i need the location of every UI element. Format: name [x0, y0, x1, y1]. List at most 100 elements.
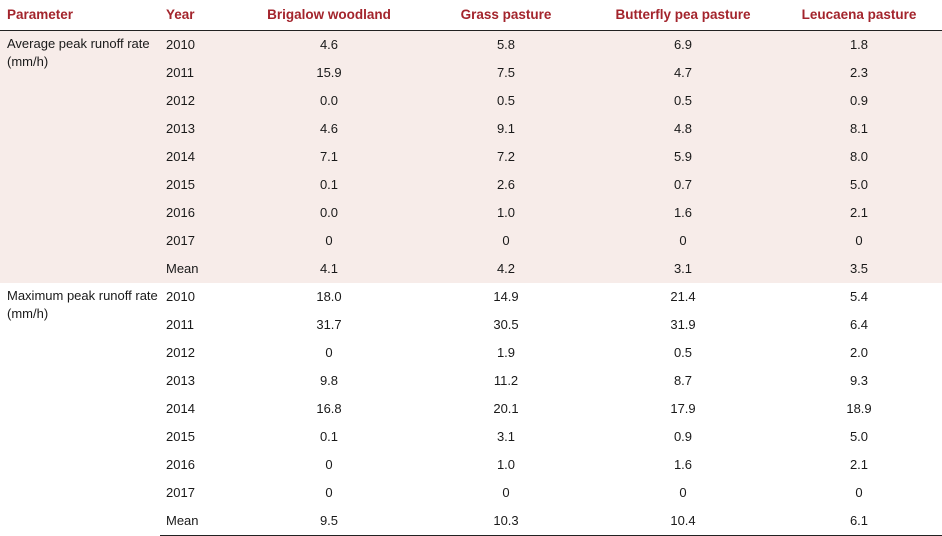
header-parameter: Parameter	[0, 0, 160, 31]
leucaena-pasture-cell: 2.1	[776, 198, 942, 227]
butterfly-pea-pasture-cell: 17.9	[670, 401, 696, 416]
year-cell: 2015	[166, 429, 195, 444]
butterfly-pea-pasture-cell: 0	[679, 485, 687, 500]
leucaena-pasture-cell: 9.3	[849, 373, 869, 388]
parameter-label: Maximum peak runoff rate (mm/h)	[7, 287, 158, 321]
header-year: Year	[160, 0, 236, 31]
brigalow-woodland-cell: 7.1	[236, 142, 422, 171]
brigalow-woodland-cell: 0	[325, 485, 333, 500]
leucaena-pasture-cell: 2.0	[849, 345, 869, 360]
butterfly-pea-pasture-cell: 31.9	[670, 317, 696, 332]
brigalow-woodland-cell: 31.7	[316, 317, 342, 332]
butterfly-pea-pasture-cell: 1.6	[590, 198, 776, 227]
brigalow-woodland-cell: 18.0	[316, 289, 342, 304]
grass-pasture-cell: 1.9	[496, 345, 516, 360]
grass-pasture-cell: 30.5	[493, 317, 519, 332]
grass-pasture-cell: 7.2	[422, 142, 590, 171]
year-cell: Mean	[160, 254, 236, 283]
grass-pasture-cell: 3.1	[496, 429, 516, 444]
leucaena-pasture-cell: 1.8	[776, 30, 942, 59]
year-cell: 2013	[166, 373, 195, 388]
year-cell: 2012	[160, 86, 236, 115]
header-brigalow-woodland: Brigalow woodland	[236, 0, 422, 31]
table-row: 2015 0.1 2.6 0.7 5.0	[0, 170, 942, 199]
year-cell: 2011	[160, 58, 236, 87]
year-cell: 2014	[166, 401, 195, 416]
header-row: Parameter Year Brigalow woodland Grass p…	[0, 0, 942, 31]
butterfly-pea-pasture-cell: 0.5	[673, 345, 693, 360]
brigalow-woodland-cell: 4.1	[236, 254, 422, 283]
grass-pasture-cell: 7.5	[422, 58, 590, 87]
leucaena-pasture-cell: 0	[776, 226, 942, 255]
table-row: 2012 0.0 0.5 0.5 0.9	[0, 86, 942, 115]
butterfly-pea-pasture-cell: 5.9	[590, 142, 776, 171]
grass-pasture-cell: 11.2	[493, 373, 519, 388]
table-row: 2017 0 0 0 0	[0, 226, 942, 255]
leucaena-pasture-cell: 5.0	[849, 429, 869, 444]
year-cell: 2017	[160, 226, 236, 255]
group-average-peak: Average peak runoff rate (mm/h) 2010 4.6 5.…	[0, 30, 942, 283]
butterfly-pea-pasture-cell: 3.1	[590, 254, 776, 283]
leucaena-pasture-cell: 0.9	[776, 86, 942, 115]
year-cell: 2010	[166, 289, 195, 304]
grass-pasture-cell: 20.1	[493, 401, 519, 416]
grass-pasture-cell: 1.0	[422, 198, 590, 227]
leucaena-pasture-cell: 2.1	[849, 457, 869, 472]
parameter-label: Average peak runoff rate (mm/h)	[0, 30, 160, 283]
butterfly-pea-pasture-cell: 1.6	[673, 457, 693, 472]
table-row: Maximum peak runoff rate (mm/h) 2010 18.0 1…	[0, 283, 942, 321]
brigalow-woodland-cell: 15.9	[236, 58, 422, 87]
year-cell: 2012	[166, 345, 195, 360]
brigalow-woodland-cell: 9.8	[319, 373, 339, 388]
leucaena-pasture-cell: 2.3	[776, 58, 942, 87]
leucaena-pasture-cell: 5.0	[776, 170, 942, 199]
year-cell: 2013	[160, 114, 236, 143]
grass-pasture-cell: 4.2	[422, 254, 590, 283]
year-cell: 2011	[166, 317, 194, 332]
butterfly-pea-pasture-cell: 21.4	[670, 289, 696, 304]
year-cell: 2016	[160, 198, 236, 227]
grass-pasture-cell: 5.8	[422, 30, 590, 59]
table-row: 2015 0.1 3.1 0.9 5.0	[0, 423, 942, 451]
year-cell: 2015	[160, 170, 236, 199]
table-row: 2016 0.0 1.0 1.6 2.1	[0, 198, 942, 227]
leucaena-pasture-cell: 0	[855, 485, 863, 500]
table-row: Mean 4.1 4.2 3.1 3.5	[0, 254, 942, 283]
table-row: 2014 7.1 7.2 5.9 8.0	[0, 142, 942, 171]
butterfly-pea-pasture-cell: 8.7	[673, 373, 693, 388]
brigalow-woodland-cell: 0	[325, 345, 333, 360]
butterfly-pea-pasture-cell: 0.7	[590, 170, 776, 199]
grass-pasture-cell: 0	[502, 485, 510, 500]
butterfly-pea-pasture-cell: 0.9	[673, 429, 693, 444]
grass-pasture-cell: 2.6	[422, 170, 590, 199]
brigalow-woodland-cell: 16.8	[316, 401, 342, 416]
leucaena-pasture-cell: 18.9	[846, 401, 872, 416]
leucaena-pasture-cell: 6.4	[849, 317, 869, 332]
header-leucaena-pasture: Leucaena pasture	[776, 0, 942, 31]
brigalow-woodland-cell: 0.0	[236, 86, 422, 115]
table-row: 2011 31.7 30.5 31.9 6.4	[0, 311, 942, 339]
year-cell: 2016	[166, 457, 195, 472]
year-cell: 2014	[160, 142, 236, 171]
leucaena-pasture-cell: 8.0	[776, 142, 942, 171]
header-butterfly-pea-pasture: Butterfly pea pasture	[590, 0, 776, 31]
brigalow-woodland-cell: 0	[325, 457, 333, 472]
butterfly-pea-pasture-cell: 4.7	[590, 58, 776, 87]
leucaena-pasture-cell: 5.4	[849, 289, 869, 304]
table-row: 2011 15.9 7.5 4.7 2.3	[0, 58, 942, 87]
table-row: 2016 0 1.0 1.6 2.1	[0, 451, 942, 479]
table-row: 2017 0 0 0 0	[0, 479, 942, 507]
grass-pasture-cell: 14.9	[493, 289, 519, 304]
leucaena-pasture-cell: 8.1	[776, 114, 942, 143]
header-grass-pasture: Grass pasture	[422, 0, 590, 31]
grass-pasture-cell: 0.5	[422, 86, 590, 115]
brigalow-woodland-cell: 0.1	[236, 170, 422, 199]
table-row: 2012 0 1.9 0.5 2.0	[0, 339, 942, 367]
butterfly-pea-pasture-cell: 6.9	[590, 30, 776, 59]
grass-pasture-cell: 9.1	[422, 114, 590, 143]
table-row: Average peak runoff rate (mm/h) 2010 4.6 5.…	[0, 30, 942, 283]
brigalow-woodland-cell: 4.6	[236, 30, 422, 59]
brigalow-woodland-cell: 0.0	[236, 198, 422, 227]
